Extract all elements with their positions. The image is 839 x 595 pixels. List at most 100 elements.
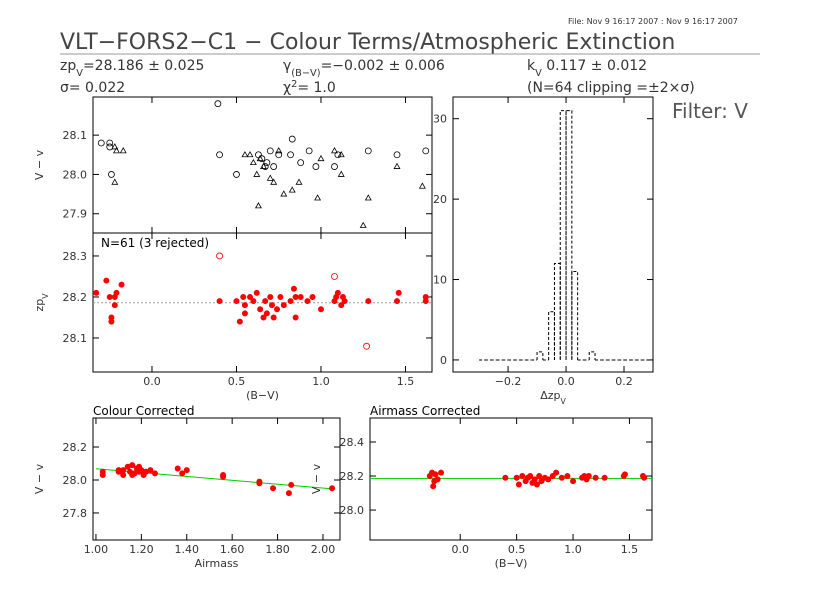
point [262,298,269,305]
histogram-bin [565,110,573,360]
point [106,139,114,147]
annotation: N=61 (3 rejected) [101,236,209,250]
point [111,178,119,185]
panel-title: Colour Corrected [93,404,195,418]
point [280,302,287,309]
point [256,154,264,162]
point [641,474,648,481]
point [314,194,322,201]
point [285,490,292,497]
point [270,485,277,492]
point [250,298,257,305]
point [305,147,313,155]
stat-text-part: σ [60,80,69,96]
point [120,472,127,479]
point [254,202,262,209]
point [364,147,372,155]
point [364,194,372,201]
y-tick-label: 28.1 [63,129,88,142]
point [274,306,281,313]
point [233,171,240,178]
y-tick-label: 20 [433,193,447,206]
y-axis-label-part: zp [33,299,46,312]
point [331,147,338,154]
point [241,302,248,309]
stat-text: σ= 0.022 [60,80,125,96]
point [136,463,143,470]
point [120,467,127,474]
stat-text-part: 2 [291,79,297,90]
point [118,281,125,288]
point [174,465,181,472]
point [119,147,127,154]
point [515,481,522,488]
point [601,474,608,481]
point [531,476,538,483]
x-tick-label: 1.20 [129,543,154,556]
point [108,314,115,321]
point [216,151,223,159]
point [241,150,249,158]
point [214,100,222,108]
point [292,314,299,321]
point [93,289,100,296]
x-axis-label: (B−V) [246,389,279,402]
point [513,474,520,481]
point [393,151,401,159]
point [255,151,262,159]
x-axis-label: ΔzpV [540,389,566,406]
point [257,306,264,313]
histogram-bin [571,270,579,360]
y-tick-label: 10 [433,274,447,287]
stat-text-part: k [527,58,536,74]
y-axis-label-part: V − v [33,149,46,180]
y-axis-label-part: V [41,293,50,299]
x-tick-label: 0.5 [228,375,246,388]
point [365,298,372,305]
point [422,147,430,155]
stat-text: (N=64 clipping =±2×σ) [527,80,695,96]
point [246,150,254,158]
stat-text-part: = 0.022 [69,80,125,96]
y-tick-label: 28.2 [63,291,88,304]
file-stamp: File: Nov 9 16:17 2007 : Nov 9 16:17 200… [568,17,738,26]
point [331,163,338,170]
y-axis-label-part: V − v [310,463,323,494]
point [179,470,186,477]
point [337,170,345,177]
stat-text-part: = 1.0 [297,80,335,96]
point [502,474,509,481]
point [438,469,445,476]
point [329,485,336,492]
stat-text: γ(B−V)=−0.002 ± 0.006 [283,58,445,79]
point [337,150,345,158]
point [260,314,267,321]
point [260,162,267,169]
x-axis-label-part: V [561,397,567,406]
point [249,158,257,166]
y-tick-label: 27.9 [63,208,88,221]
x-axis-label: (B−V) [495,557,528,570]
point [216,252,223,260]
point [527,473,534,480]
point [359,221,367,228]
x-axis-label-part: Δzp [540,389,560,402]
x-tick-label: 2.00 [311,543,336,556]
point [317,154,325,162]
point [564,473,571,480]
point [331,273,338,280]
y-tick-label: 28.2 [63,441,88,454]
point [304,298,311,305]
point [295,178,303,185]
point [418,182,426,189]
point [558,474,565,481]
page-title: VLT−FORS2−C1 − Colour Terms/Atmospheric … [60,30,675,55]
point [430,483,437,490]
point [338,302,345,309]
x-tick-label: 1.5 [621,543,639,556]
point [585,473,592,480]
point [432,471,439,478]
point [270,314,277,321]
x-tick-label: 0.2 [615,375,633,388]
y-tick-label: 28.0 [63,474,88,487]
